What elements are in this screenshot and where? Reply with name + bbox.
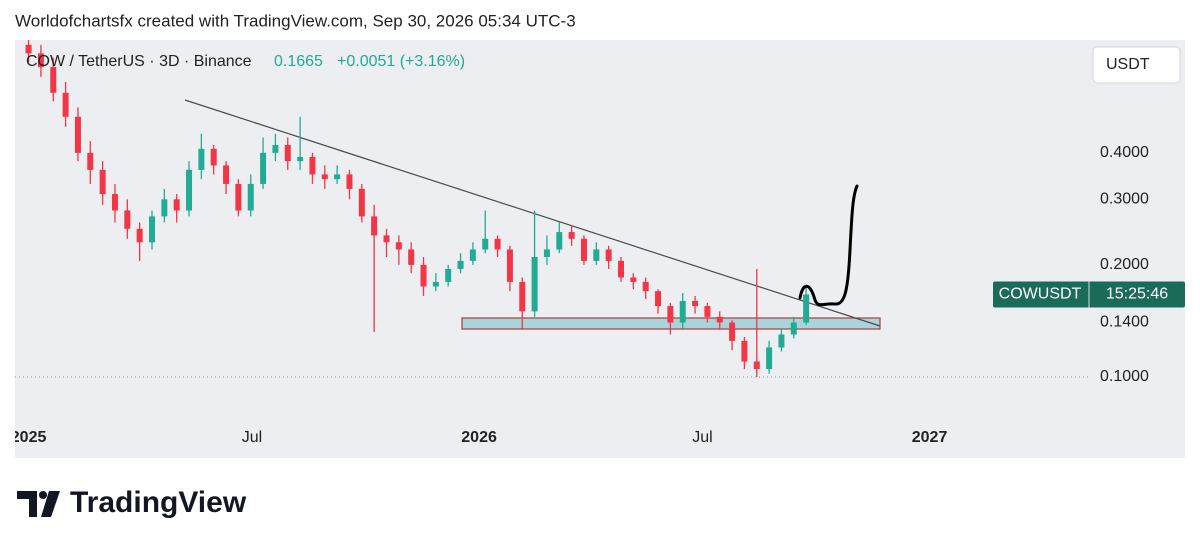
candle-body [284,144,291,162]
logo-dot [39,491,47,499]
symbol-badge-label: COWUSDT [999,286,1082,303]
candle-body [494,238,501,250]
candle-body [50,67,57,93]
plot: 2025 Jul 2026 Jul 2027 [11,40,1090,446]
x-tick-label: Jul [692,429,712,446]
last-price: 0.1665 [274,53,323,70]
candle-body [692,300,699,307]
logo-mark [17,491,37,517]
footer-logo: TradingView [17,486,247,519]
candle-body [593,249,600,261]
y-tick-label: 0.2000 [1100,256,1149,273]
candle-body [445,268,452,282]
y-tick-label: 0.1400 [1100,314,1149,331]
candle-body [25,44,32,54]
candle-body [309,156,316,175]
candle-body [519,281,526,312]
y-tick-label: 0.4000 [1100,144,1149,161]
countdown: 15:25:46 [1106,286,1168,303]
chart-area [15,40,1185,458]
candle-body [655,291,662,307]
candle-body [457,260,464,269]
candle-body [667,306,674,323]
candle-body [568,232,575,239]
candle-body [111,194,118,211]
projection-scribble [798,184,859,307]
candle-body [753,361,760,370]
candle-body [62,92,69,117]
legend: COW / TetherUS · 3D · Binance 0.1665 +0.… [26,53,465,70]
candle-body [235,183,242,211]
candle-body [630,277,637,282]
candle-body [124,210,131,229]
price-change: +0.0051 (+3.16%) [337,53,465,70]
x-tick-label: 2027 [912,429,948,446]
currency[interactable]: USDT [1106,56,1150,73]
candle-body [223,165,230,184]
candle-body [482,238,489,250]
candle-body [334,174,341,180]
trend-line [184,99,881,327]
candle-body [99,169,106,195]
candle-body [383,235,390,243]
candle-body [506,249,513,282]
candle-body [704,306,711,317]
logo-slash [41,491,60,517]
currency-button[interactable] [1092,46,1181,84]
candle-body [173,199,180,211]
candle-body [408,249,415,265]
y-tick-label: 0.3000 [1100,191,1149,208]
candle-body [469,249,476,261]
candle-body [432,281,439,287]
candle-body [766,347,773,370]
candle-body [260,152,267,184]
candle-body [605,249,612,261]
candle-body [790,322,797,335]
candle-body [297,156,304,162]
candle-body [148,216,155,243]
candle-body [729,322,736,341]
candle-body [803,294,810,323]
candle-body [74,116,81,153]
candle-body [543,249,550,257]
candle-body [642,281,649,292]
candle-body [358,188,365,217]
candle-body [272,144,279,153]
candle-body [395,242,402,250]
x-tick-label: 2025 [11,429,47,446]
candle-body [778,334,785,348]
credit: Worldofchartsfx created with TradingView… [15,11,576,30]
candle-body [741,340,748,362]
candle-body [321,174,328,180]
candle-body [716,316,723,323]
candle-body [346,174,353,189]
candle-body [186,169,193,211]
x-tick-label: Jul [242,429,262,446]
candle-body [420,264,427,287]
candle-body [371,216,378,236]
candle-body [136,228,143,243]
candle-body [580,238,587,261]
symbol-title: COW / TetherUS · 3D · Binance [26,53,252,70]
candle-body [210,148,217,166]
candle-body [161,199,168,217]
candle-body [247,183,254,211]
y-tick-label: 0.1000 [1100,368,1149,385]
candle-body [37,53,44,68]
candle-body [617,260,624,278]
candle-body [679,300,686,323]
candle-body [556,232,563,250]
candle-body [87,152,94,170]
candle-body [531,256,538,312]
x-tick-label: 2026 [461,429,497,446]
brand: TradingView [70,486,247,519]
candle-body [198,148,205,170]
